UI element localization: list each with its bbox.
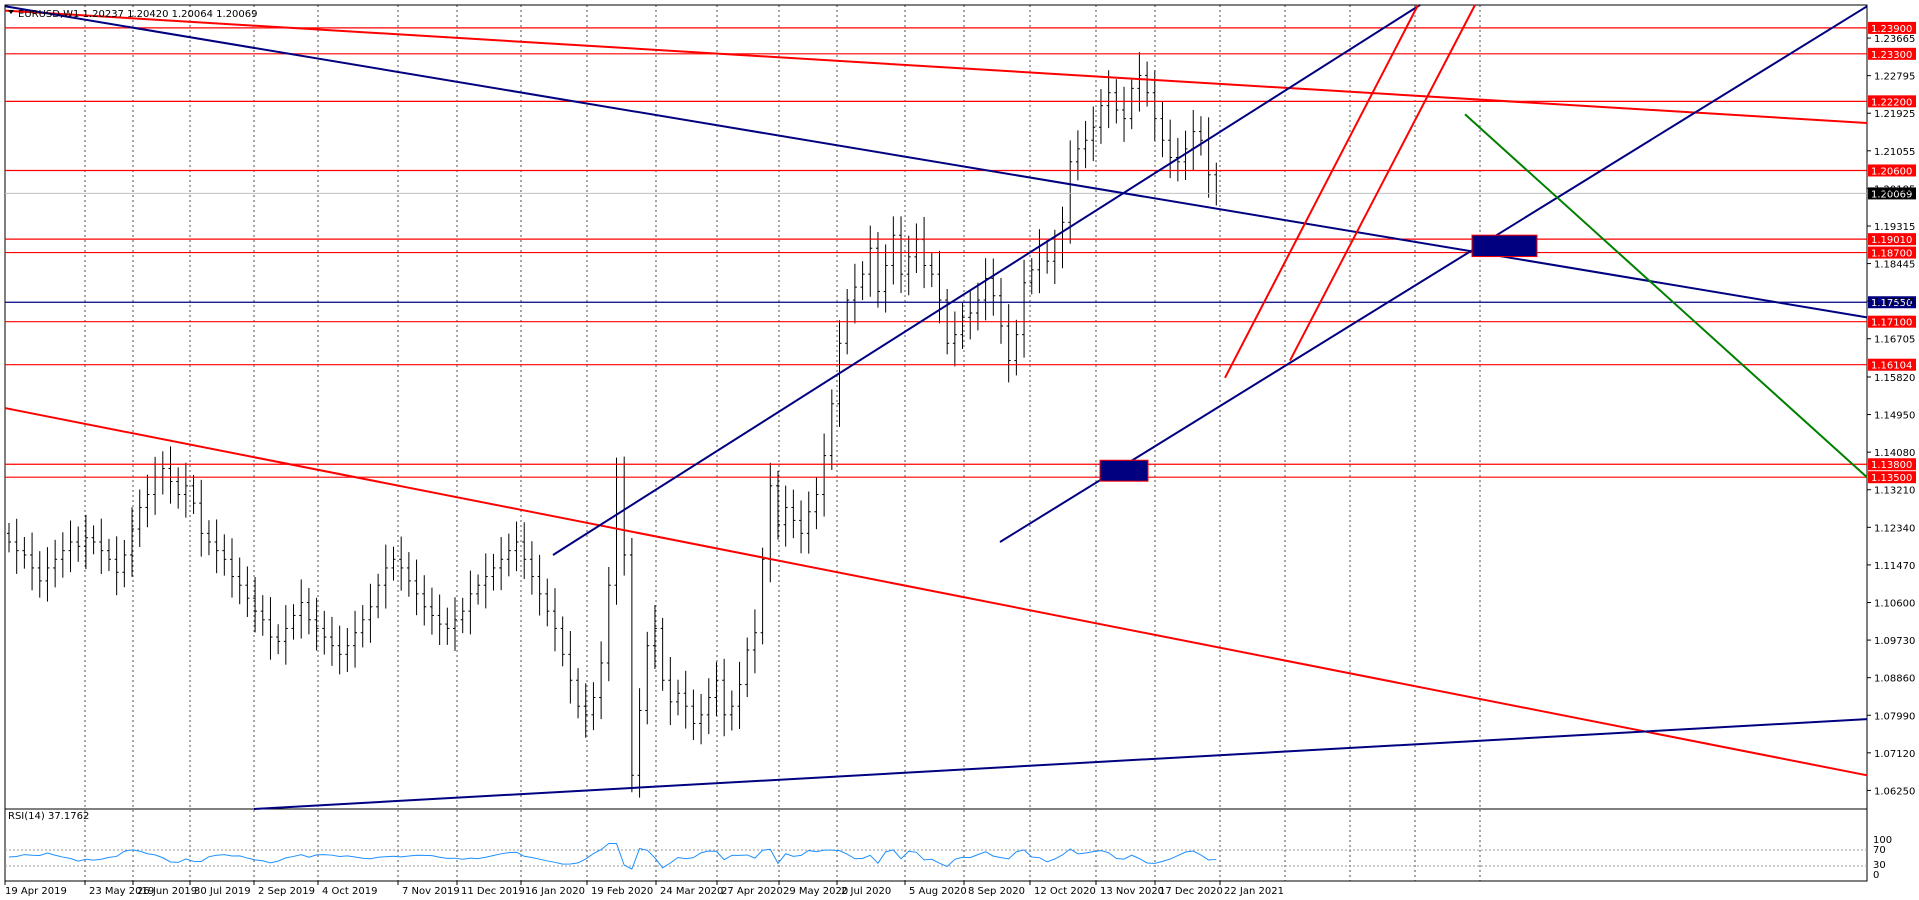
x-tick-label: 30 Jul 2019 [194, 886, 251, 897]
level-tag-label: 1.19010 [1871, 235, 1912, 246]
y-tick-label: 1.21925 [1874, 109, 1915, 120]
horizontal-levels[interactable]: 1.23900 1.23300 1.22200 1.20600 1.19010 1.187… [5, 21, 1916, 484]
x-tick-label: 22 Jan 2021 [1224, 886, 1284, 897]
x-tick-label: 2 Jul 2020 [841, 886, 891, 897]
x-tick-label: 29 May 2020 [783, 886, 848, 897]
x-tick-label: 5 Aug 2020 [909, 886, 967, 897]
y-tick-label: 1.11470 [1874, 561, 1915, 572]
y-tick-label: 1.07990 [1874, 711, 1915, 722]
x-tick-label: 4 Oct 2019 [322, 886, 377, 897]
y-tick-label: 1.22795 [1874, 72, 1915, 83]
trendline [1289, 4, 1476, 362]
level-tag-label: 1.17100 [1871, 318, 1912, 329]
level-tag [1868, 233, 1916, 246]
y-tick-label: 1.12340 [1874, 523, 1915, 534]
level-tag-label: 1.22200 [1871, 97, 1912, 108]
y-tick-label: 1.10600 [1874, 598, 1915, 609]
x-tick-label: 12 Oct 2020 [1034, 886, 1096, 897]
x-tick-label: 19 Feb 2020 [591, 886, 653, 897]
y-tick-label: 1.14080 [1874, 448, 1915, 459]
x-tick-label: 19 Apr 2019 [5, 886, 67, 897]
x-tick-label: 26 Jun 2019 [137, 886, 197, 897]
x-tick-label: 2 Sep 2019 [258, 886, 315, 897]
y-tick-label: 1.09730 [1874, 636, 1915, 647]
trendline [4, 5, 1868, 319]
vertical-grid [84, 5, 1481, 881]
x-tick-label: 24 Mar 2020 [660, 886, 723, 897]
level-tag-label: 1.18700 [1871, 249, 1912, 260]
rsi-scale-label: 70 [1873, 845, 1886, 856]
trendline [4, 407, 1868, 777]
x-tick-label: 7 Nov 2019 [402, 886, 460, 897]
rsi-label: RSI(14) 37.1762 [8, 811, 89, 822]
y-tick-label: 1.23665 [1874, 34, 1915, 45]
level-tag [1868, 21, 1916, 34]
candles [7, 52, 1219, 798]
level-tag [1868, 358, 1916, 371]
y-tick-label: 1.18445 [1874, 260, 1915, 271]
trendlines[interactable] [4, 4, 1868, 810]
trendline [1224, 4, 1419, 379]
rsi-scale-label: 0 [1873, 870, 1879, 881]
level-tag-label: 1.13500 [1871, 473, 1912, 484]
x-tick-label: 27 Apr 2020 [721, 886, 783, 897]
trendline [253, 718, 1868, 810]
x-tick-label: 17 Dec 2020 [1159, 886, 1223, 897]
trendline [4, 9, 1868, 124]
zone-rect [1099, 459, 1149, 482]
x-tick-label: 11 Dec 2019 [461, 886, 525, 897]
rsi-scale-label: 100 [1873, 835, 1892, 846]
y-tick-label: 1.08860 [1874, 674, 1915, 685]
support-zones[interactable] [1099, 234, 1538, 482]
symbol-line: EURUSD,W1 1.20237 1.20420 1.20064 1.2006… [18, 9, 258, 20]
rsi-scale-label: 30 [1873, 860, 1886, 871]
level-tag [1868, 47, 1916, 60]
level-tag-label: 1.17550 [1871, 298, 1912, 309]
level-tag [1868, 164, 1916, 177]
level-tag [1868, 95, 1916, 108]
y-tick-label: 1.20185 [1874, 184, 1915, 195]
level-tag-label: 1.23300 [1871, 50, 1912, 61]
current-price-label: 1.20069 [1871, 189, 1912, 200]
trendline [552, 4, 1421, 556]
level-tag-label: 1.13800 [1871, 460, 1912, 471]
y-tick-label: 1.21055 [1874, 147, 1915, 158]
level-tag-label: 1.23900 [1871, 24, 1912, 35]
zone-rect [1471, 234, 1538, 258]
x-tick-label: 13 Nov 2020 [1100, 886, 1164, 897]
level-tag-label: 1.20600 [1871, 166, 1912, 177]
level-tag [1868, 315, 1916, 328]
level-tag [1868, 246, 1916, 259]
level-tag [1868, 471, 1916, 484]
y-tick-label: 1.19315 [1874, 222, 1915, 233]
y-tick-label: 1.17575 [1874, 297, 1915, 308]
y-tick-label: 1.14950 [1874, 411, 1915, 422]
level-tag-label: 1.16104 [1871, 361, 1912, 372]
y-tick-label: 1.13210 [1874, 486, 1915, 497]
y-tick-label: 1.15820 [1874, 373, 1915, 384]
trendline [999, 5, 1868, 543]
rsi-line [8, 843, 1217, 870]
x-tick-label: 16 Jan 2020 [525, 886, 585, 897]
level-tag [1868, 458, 1916, 471]
price-axis: 1.23665 1.22795 1.21925 1.21055 1.20185 1.193… [1867, 34, 1915, 797]
trendline [1464, 113, 1868, 478]
x-tick-label: 8 Sep 2020 [968, 886, 1025, 897]
chart-menu-icon[interactable] [8, 10, 14, 14]
level-tag [1868, 296, 1916, 309]
y-tick-label: 1.16705 [1874, 335, 1915, 346]
y-tick-label: 1.06250 [1874, 786, 1915, 797]
current-price-tag [1868, 187, 1916, 200]
y-tick-label: 1.07120 [1874, 749, 1915, 760]
x-tick-label: 23 May 2019 [89, 886, 154, 897]
